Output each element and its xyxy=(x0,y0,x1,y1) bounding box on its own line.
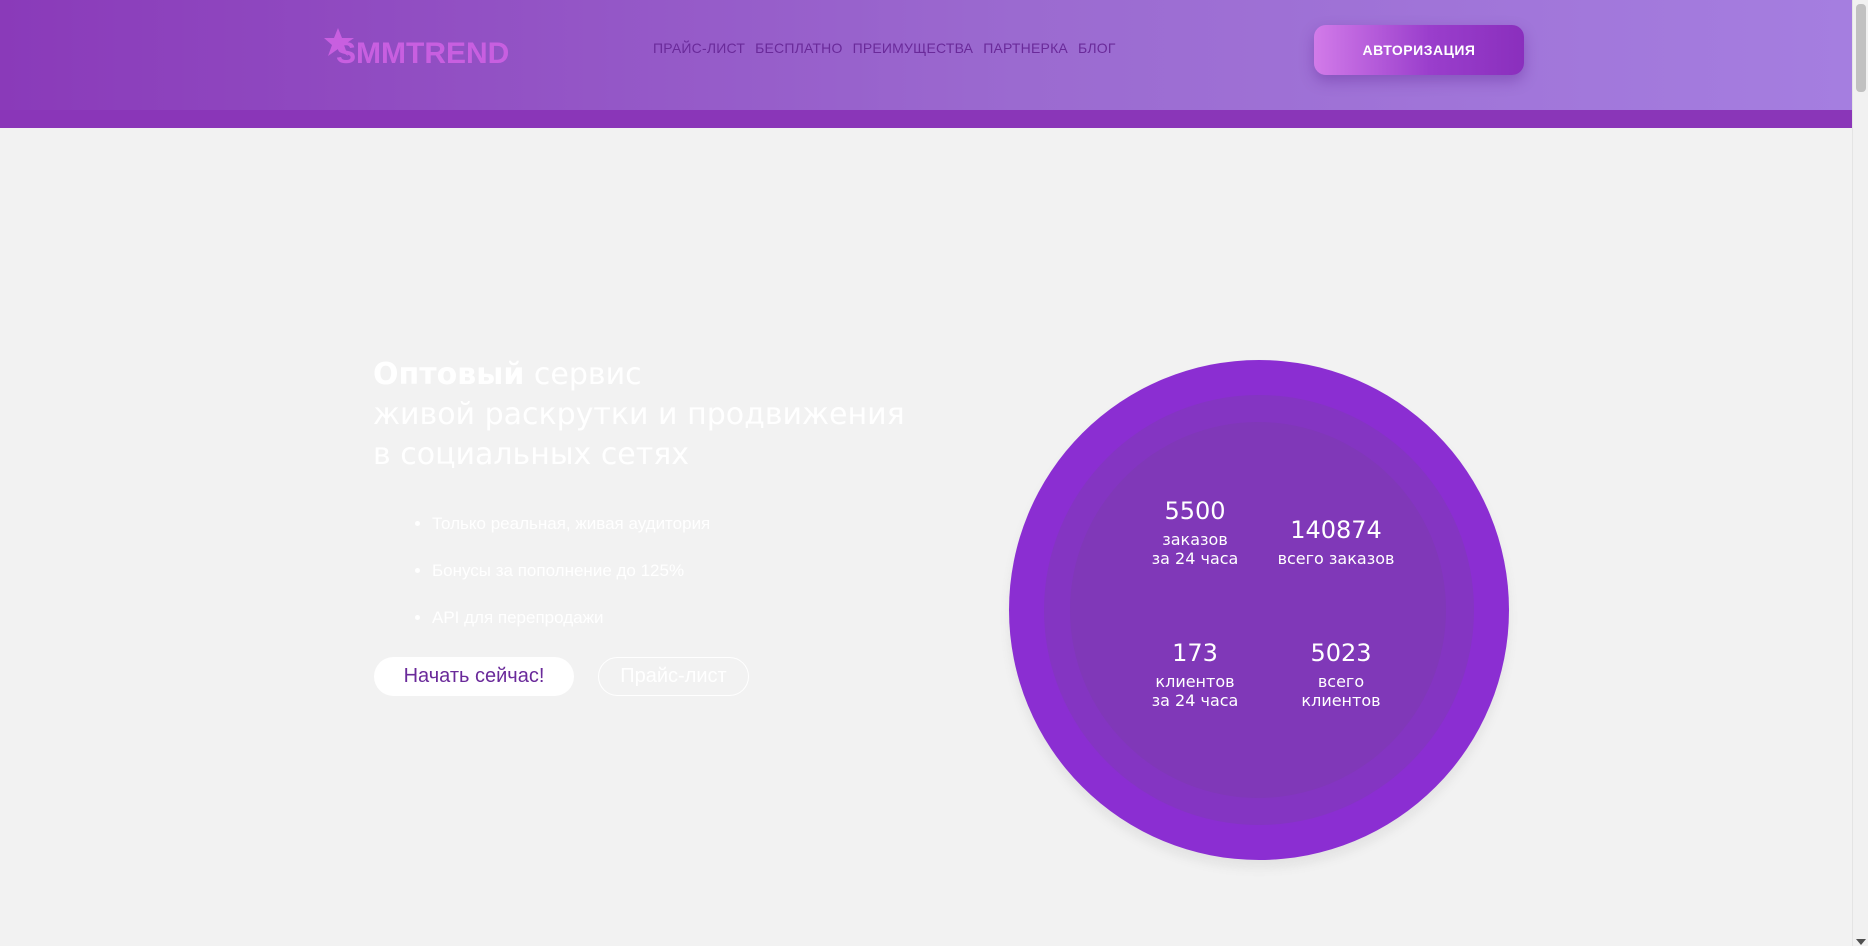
scroll-down-arrow-icon[interactable] xyxy=(1856,939,1866,945)
hero-title: Оптовый сервис живой раскрутки и продвиж… xyxy=(373,355,933,475)
stat-orders-24h-label-line-2: за 24 часа xyxy=(1151,549,1239,568)
stat-orders-24h-value: 5500 xyxy=(1164,497,1226,525)
stat-clients-24h: 173 клиентов за 24 часа xyxy=(1144,638,1246,710)
hero-title-bold: Оптовый xyxy=(373,357,525,392)
stat-clients-24h-label-line-2: за 24 часа xyxy=(1151,691,1239,710)
feature-item-api: API для перепродажи xyxy=(432,594,710,641)
feature-list: Только реальная, живая аудитория Бонусы … xyxy=(412,500,710,641)
header-gradient xyxy=(0,0,1852,110)
stat-clients-total-value: 5023 xyxy=(1310,639,1372,667)
nav-item-partners[interactable]: ПАРТНЕРКА xyxy=(983,40,1068,56)
stat-orders-24h-label: заказов за 24 часа xyxy=(1144,530,1246,568)
hero-title-line-2: живой раскрутки и продвижения xyxy=(373,397,905,432)
stat-clients-total: 5023 всего клиентов xyxy=(1276,638,1406,710)
hero-title-line-3: в социальных сетях xyxy=(373,437,690,472)
hero-title-line-1-rest: сервис xyxy=(524,357,642,392)
stat-orders-24h: 5500 заказов за 24 часа xyxy=(1144,496,1246,568)
nav-item-advantages[interactable]: ПРЕИМУЩЕСТВА xyxy=(852,40,974,56)
stat-orders-total-value: 140874 xyxy=(1290,516,1382,544)
stat-clients-total-label: всего клиентов xyxy=(1301,672,1381,710)
site-logo[interactable]: SMMTREND xyxy=(324,28,509,72)
site-header xyxy=(0,0,1852,110)
stat-orders-total-label: всего заказов xyxy=(1277,549,1395,568)
stats-circle-inner xyxy=(1070,422,1446,798)
feature-item-bonuses: Бонусы за пополнение до 125% xyxy=(432,547,710,594)
stat-clients-24h-label-line-1: клиентов xyxy=(1155,672,1235,691)
start-now-button[interactable]: Начать сейчас! xyxy=(374,657,574,696)
feature-item-real-audience: Только реальная, живая аудитория xyxy=(432,500,710,547)
header-bottom-strip xyxy=(0,110,1852,128)
hero-title-line-1: Оптовый сервис xyxy=(373,355,933,395)
auth-button[interactable]: АВТОРИЗАЦИЯ xyxy=(1314,25,1524,75)
main-nav: ПРАЙС-ЛИСТ БЕСПЛАТНО ПРЕИМУЩЕСТВА ПАРТНЕ… xyxy=(653,40,1116,56)
scrollbar-thumb[interactable] xyxy=(1856,4,1866,92)
star-icon xyxy=(324,28,354,56)
nav-item-price-list[interactable]: ПРАЙС-ЛИСТ xyxy=(653,40,746,56)
nav-item-blog[interactable]: БЛОГ xyxy=(1077,40,1116,56)
stat-orders-24h-label-line-1: заказов xyxy=(1162,530,1228,549)
logo-text: SMMTREND xyxy=(336,37,510,70)
stat-orders-total: 140874 всего заказов xyxy=(1276,515,1396,568)
stat-clients-24h-value: 173 xyxy=(1172,639,1218,667)
stat-clients-24h-label: клиентов за 24 часа xyxy=(1144,672,1246,710)
nav-item-free[interactable]: БЕСПЛАТНО xyxy=(755,40,843,56)
page-scrollbar[interactable] xyxy=(1852,0,1868,946)
price-list-button[interactable]: Прайс-лист xyxy=(598,657,749,696)
